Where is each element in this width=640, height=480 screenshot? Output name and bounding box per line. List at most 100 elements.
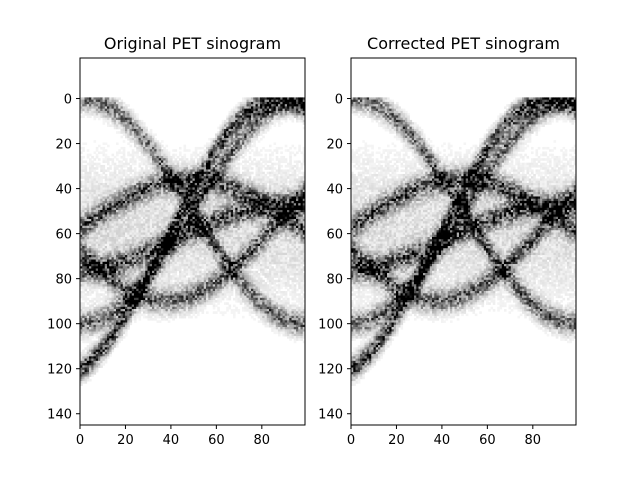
heatmap-cell	[194, 182, 198, 186]
heatmap-cell	[302, 241, 306, 245]
heatmap-cell	[273, 106, 277, 110]
heatmap-cell	[271, 237, 274, 240]
heatmap-cell	[264, 223, 268, 227]
heatmap-cell	[264, 99, 268, 103]
heatmap-cell	[89, 164, 92, 168]
heatmap-cell	[296, 191, 299, 195]
heatmap-cell	[127, 189, 130, 193]
heatmap-cell	[122, 221, 126, 224]
heatmap-cell	[224, 196, 227, 200]
heatmap-cell	[129, 108, 133, 112]
heatmap-cell	[296, 182, 299, 186]
heatmap-cell	[298, 216, 301, 220]
heatmap-cell	[271, 239, 274, 242]
heatmap-cell	[183, 230, 187, 233]
heatmap-cell	[163, 214, 166, 218]
heatmap-cell	[224, 119, 227, 123]
heatmap-cell	[237, 196, 241, 200]
heatmap-cell	[280, 218, 283, 222]
heatmap-cell	[246, 149, 250, 152]
heatmap-cell	[161, 182, 164, 186]
heatmap-cell	[125, 241, 128, 245]
heatmap-cell	[246, 216, 250, 220]
heatmap-cell	[217, 230, 220, 233]
heatmap-cell	[161, 196, 164, 200]
heatmap-cell	[269, 158, 272, 161]
heatmap-cell	[194, 216, 198, 220]
heatmap-cell	[298, 171, 301, 175]
heatmap-cell	[226, 185, 229, 188]
heatmap-cell	[255, 223, 259, 227]
heatmap-cell	[287, 209, 290, 213]
heatmap-cell	[239, 140, 243, 143]
heatmap-cell	[239, 146, 243, 150]
heatmap-cell	[161, 162, 164, 166]
heatmap-cell	[179, 200, 182, 204]
heatmap-cell	[104, 153, 108, 157]
heatmap-cell	[145, 218, 148, 222]
heatmap-cell	[201, 162, 205, 166]
heatmap-cell	[145, 205, 148, 209]
heatmap-cell	[125, 196, 128, 200]
heatmap-cell	[293, 185, 297, 188]
heatmap-cell	[217, 200, 220, 204]
heatmap-cell	[282, 171, 286, 175]
heatmap-cell	[287, 212, 290, 215]
heatmap-cell	[95, 209, 99, 213]
heatmap-cell	[296, 196, 299, 200]
heatmap-cell	[111, 205, 115, 209]
heatmap-cell	[253, 122, 256, 125]
heatmap-cell	[80, 160, 83, 164]
heatmap-cell	[170, 169, 173, 173]
heatmap-cell	[190, 207, 193, 211]
heatmap-cell	[244, 164, 247, 168]
heatmap-cell	[185, 158, 189, 161]
heatmap-cell	[113, 212, 117, 215]
heatmap-cell	[201, 212, 205, 215]
heatmap-cell	[264, 232, 268, 236]
heatmap-cell	[273, 205, 277, 209]
heatmap-cell	[167, 160, 171, 164]
heatmap-cell	[107, 207, 110, 211]
heatmap-cell	[253, 237, 256, 240]
heatmap-cell	[138, 200, 142, 204]
heatmap-cell	[140, 158, 144, 161]
heatmap-cell	[284, 97, 288, 100]
heatmap-cell	[233, 122, 236, 125]
heatmap-cell	[116, 234, 119, 238]
heatmap-cell	[253, 124, 256, 128]
heatmap-cell	[116, 218, 119, 222]
heatmap-cell	[269, 101, 272, 105]
heatmap-cell	[107, 221, 110, 224]
heatmap-cell	[118, 191, 121, 195]
heatmap-cell	[230, 180, 234, 184]
heatmap-cell	[271, 225, 274, 229]
heatmap-cell	[251, 189, 254, 193]
heatmap-cell	[127, 117, 130, 121]
heatmap-cell	[228, 167, 232, 170]
heatmap-cell	[253, 104, 256, 107]
heatmap-cell	[212, 232, 216, 236]
heatmap-cell	[86, 153, 90, 157]
heatmap-cell	[260, 178, 263, 182]
heatmap-cell	[296, 99, 299, 103]
heatmap-cell	[284, 108, 288, 112]
heatmap-cell	[203, 203, 207, 206]
heatmap-cell	[269, 144, 272, 148]
heatmap-cell	[293, 214, 297, 218]
heatmap-cell	[161, 198, 164, 202]
heatmap-cell	[302, 214, 306, 218]
heatmap-cell	[221, 243, 225, 247]
heatmap-cell	[140, 131, 144, 134]
heatmap-cell	[131, 191, 135, 195]
heatmap-cell	[154, 146, 157, 150]
heatmap-cell	[219, 151, 223, 155]
heatmap-cell	[206, 158, 209, 161]
heatmap-cell	[242, 187, 245, 191]
heatmap-cell	[260, 106, 263, 110]
heatmap-cell	[275, 106, 279, 110]
heatmap-cell	[167, 221, 171, 224]
heatmap-cell	[158, 230, 162, 233]
heatmap-cell	[248, 241, 252, 245]
heatmap-cell	[95, 194, 99, 197]
